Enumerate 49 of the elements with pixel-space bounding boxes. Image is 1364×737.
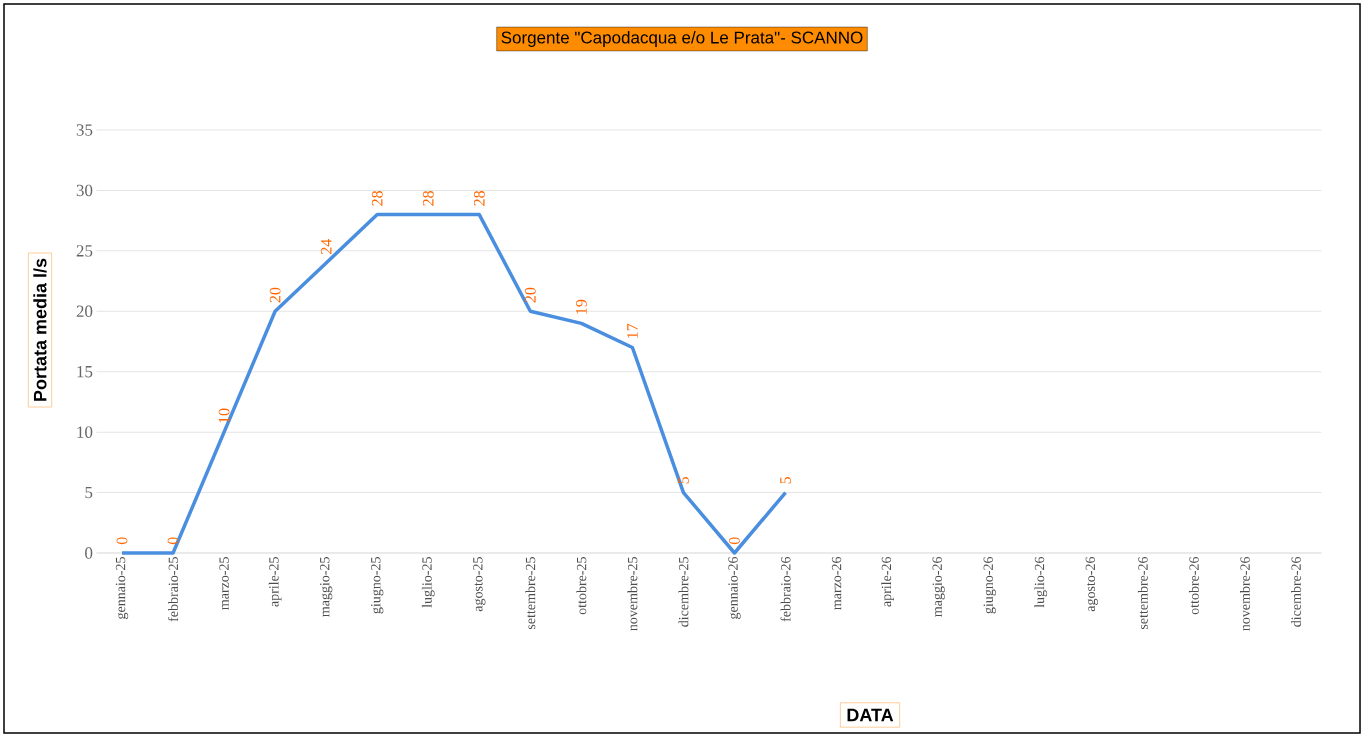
- y-tick-label: 35: [76, 124, 93, 136]
- x-tick-label: agosto-25: [473, 557, 486, 612]
- data-label: 20: [269, 287, 281, 303]
- x-tick-label: maggio-26: [932, 556, 945, 617]
- x-tick-label: maggio-25: [320, 557, 333, 617]
- data-label: 10: [218, 408, 230, 423]
- x-tick-label: marzo-25: [219, 557, 229, 610]
- data-label: 0: [167, 537, 179, 545]
- data-label: 20: [524, 287, 536, 303]
- data-label: 0: [116, 537, 128, 545]
- x-tick-label: aprile-26: [881, 556, 894, 607]
- data-label: 0: [729, 537, 740, 545]
- x-tick-label: ottobre-25: [576, 557, 587, 615]
- x-tick-label: marzo-26: [831, 556, 842, 610]
- y-tick-label: 10: [77, 426, 93, 438]
- y-tick-label: 25: [76, 245, 93, 257]
- y-axis-title: Portata media l/s: [33, 258, 47, 401]
- data-label: 5: [780, 477, 791, 484]
- y-tick-label: 30: [76, 184, 93, 197]
- x-tick-label: giugno-26: [983, 556, 996, 614]
- x-tick-label: febbraio-25: [168, 557, 179, 622]
- x-tick-label: novembre-26: [1239, 556, 1250, 631]
- data-label: 28: [422, 191, 434, 206]
- x-tick-label: settembre-25: [525, 557, 536, 630]
- x-axis-title: DATA: [847, 708, 894, 722]
- x-tick-label: agosto-26: [1085, 556, 1098, 612]
- x-tick-label: giugno-25: [371, 557, 384, 614]
- x-tick-label: ottobre-26: [1188, 556, 1199, 615]
- data-label: 19: [576, 299, 587, 314]
- y-tick-label: 20: [76, 305, 93, 318]
- x-tick-label: gennaio-26: [728, 556, 741, 619]
- data-label: 24: [320, 238, 332, 255]
- y-tick-label: 15: [77, 366, 93, 378]
- data-label: 17: [627, 323, 638, 338]
- y-tick-label: 5: [85, 486, 93, 499]
- x-tick-label: febbraio-26: [780, 556, 791, 622]
- x-tick-label: luglio-26: [1034, 556, 1048, 608]
- data-label: 5: [678, 477, 689, 484]
- x-tick-label: novembre-25: [627, 557, 638, 631]
- x-tick-label: dicembre-26: [1291, 556, 1301, 627]
- y-tick-label: 0: [85, 547, 93, 559]
- x-tick-label: aprile-25: [268, 557, 282, 607]
- x-tick-label: gennaio-25: [115, 557, 129, 619]
- data-label: 28: [473, 191, 485, 206]
- x-tick-label: luglio-25: [421, 557, 435, 608]
- x-tick-label: settembre-26: [1137, 556, 1148, 630]
- data-label: 28: [371, 191, 383, 206]
- x-tick-label: dicembre-25: [678, 557, 689, 627]
- chart-title: Sorgente "Capodacqua e/o Le Prata"- SCANNO: [501, 31, 863, 47]
